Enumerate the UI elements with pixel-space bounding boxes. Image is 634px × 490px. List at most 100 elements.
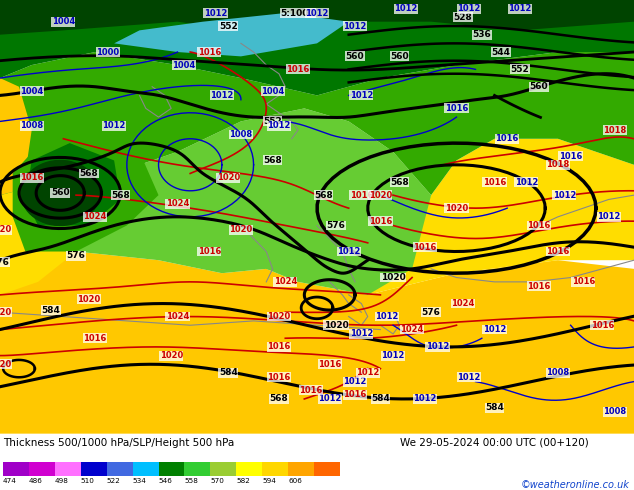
Text: 1020: 1020 <box>445 204 468 213</box>
Text: 1020: 1020 <box>217 173 240 182</box>
Bar <box>184 462 210 476</box>
Text: 584: 584 <box>485 403 504 412</box>
Text: 1004: 1004 <box>261 87 284 96</box>
Polygon shape <box>0 52 634 195</box>
Bar <box>133 462 158 476</box>
Text: 552: 552 <box>219 22 238 30</box>
Text: 1016: 1016 <box>527 282 550 291</box>
Text: 1016: 1016 <box>413 243 436 252</box>
Text: 1020: 1020 <box>369 191 392 199</box>
Polygon shape <box>0 78 51 195</box>
Text: 1016: 1016 <box>287 65 309 74</box>
Text: 1004: 1004 <box>20 87 43 96</box>
Text: 1008: 1008 <box>20 121 43 130</box>
Polygon shape <box>0 0 634 96</box>
Bar <box>158 462 184 476</box>
Text: 546: 546 <box>158 478 172 484</box>
Text: 1016: 1016 <box>268 343 290 351</box>
Text: 1024: 1024 <box>166 312 189 321</box>
Text: 1012: 1012 <box>350 329 373 339</box>
Text: 1012: 1012 <box>318 394 341 403</box>
Text: 1018: 1018 <box>547 160 569 169</box>
Text: 1016: 1016 <box>572 277 595 286</box>
Text: 1012: 1012 <box>344 377 366 386</box>
Text: 560: 560 <box>390 52 409 61</box>
Text: 594: 594 <box>262 478 276 484</box>
Text: 1012: 1012 <box>210 91 233 100</box>
Text: 1008: 1008 <box>604 408 626 416</box>
Text: 1024: 1024 <box>401 325 424 334</box>
Text: 5:1000: 5:1000 <box>281 8 315 18</box>
Text: 1016: 1016 <box>445 104 468 113</box>
Text: 1016: 1016 <box>496 134 519 143</box>
Text: 576: 576 <box>0 258 10 267</box>
Text: 576: 576 <box>67 251 86 260</box>
Bar <box>236 462 262 476</box>
Text: 1020: 1020 <box>323 321 349 330</box>
Polygon shape <box>0 0 634 35</box>
Text: 1016: 1016 <box>198 247 221 256</box>
Text: ©weatheronline.co.uk: ©weatheronline.co.uk <box>521 480 630 490</box>
Text: 1012: 1012 <box>413 394 436 403</box>
Text: 1020: 1020 <box>0 308 11 317</box>
Text: 1016: 1016 <box>527 221 550 230</box>
Text: 1016: 1016 <box>369 217 392 226</box>
Text: 1016: 1016 <box>198 48 221 56</box>
Polygon shape <box>13 130 158 251</box>
Text: 474: 474 <box>3 478 17 484</box>
Text: 576: 576 <box>327 221 346 230</box>
Text: 1016: 1016 <box>591 321 614 330</box>
Text: 1012: 1012 <box>375 312 398 321</box>
Text: 1012: 1012 <box>458 4 481 13</box>
Text: 576: 576 <box>422 308 441 317</box>
Bar <box>29 462 55 476</box>
Text: 1012: 1012 <box>344 22 366 30</box>
Text: 568: 568 <box>269 394 288 403</box>
Text: 1020: 1020 <box>230 225 252 234</box>
Text: 1012: 1012 <box>553 191 576 199</box>
Text: 1020: 1020 <box>0 360 11 369</box>
Text: 1016: 1016 <box>344 390 366 399</box>
Text: 536: 536 <box>472 30 491 39</box>
Text: 1012: 1012 <box>597 212 620 221</box>
Polygon shape <box>292 152 412 269</box>
Text: 1020: 1020 <box>268 312 290 321</box>
Text: 1008: 1008 <box>547 368 569 377</box>
Polygon shape <box>0 108 431 295</box>
Text: 1004: 1004 <box>172 61 195 70</box>
Bar <box>81 462 107 476</box>
Text: 1012: 1012 <box>356 368 379 377</box>
Text: 552: 552 <box>263 117 282 126</box>
Text: 584: 584 <box>41 306 60 315</box>
Text: 584: 584 <box>371 394 390 403</box>
Text: 568: 568 <box>314 191 333 199</box>
Bar <box>288 462 314 476</box>
Text: 1024: 1024 <box>166 199 189 208</box>
Text: 1024: 1024 <box>451 299 474 308</box>
Bar <box>262 462 288 476</box>
Text: 568: 568 <box>111 191 130 199</box>
Text: 1008: 1008 <box>230 130 252 139</box>
Bar <box>107 462 133 476</box>
Text: 1012: 1012 <box>426 343 449 351</box>
Text: 534: 534 <box>133 478 146 484</box>
Text: 1012: 1012 <box>337 247 360 256</box>
Text: 498: 498 <box>55 478 68 484</box>
Text: 1016: 1016 <box>547 247 569 256</box>
Text: 552: 552 <box>510 65 529 74</box>
Bar <box>210 462 236 476</box>
Polygon shape <box>25 143 120 225</box>
Text: 1012: 1012 <box>483 325 506 334</box>
Text: 560: 560 <box>51 189 70 197</box>
Text: 568: 568 <box>263 156 282 165</box>
Text: 1012: 1012 <box>204 8 227 18</box>
Text: 544: 544 <box>491 48 510 56</box>
Text: 1016: 1016 <box>84 334 107 343</box>
Text: 1016: 1016 <box>268 373 290 382</box>
Text: 1020: 1020 <box>77 294 100 304</box>
Text: Thickness 500/1000 hPa/SLP/Height 500 hPa: Thickness 500/1000 hPa/SLP/Height 500 hP… <box>3 438 234 448</box>
Text: 1024: 1024 <box>274 277 297 286</box>
Text: 584: 584 <box>219 368 238 377</box>
Polygon shape <box>114 13 349 56</box>
Text: 522: 522 <box>107 478 120 484</box>
